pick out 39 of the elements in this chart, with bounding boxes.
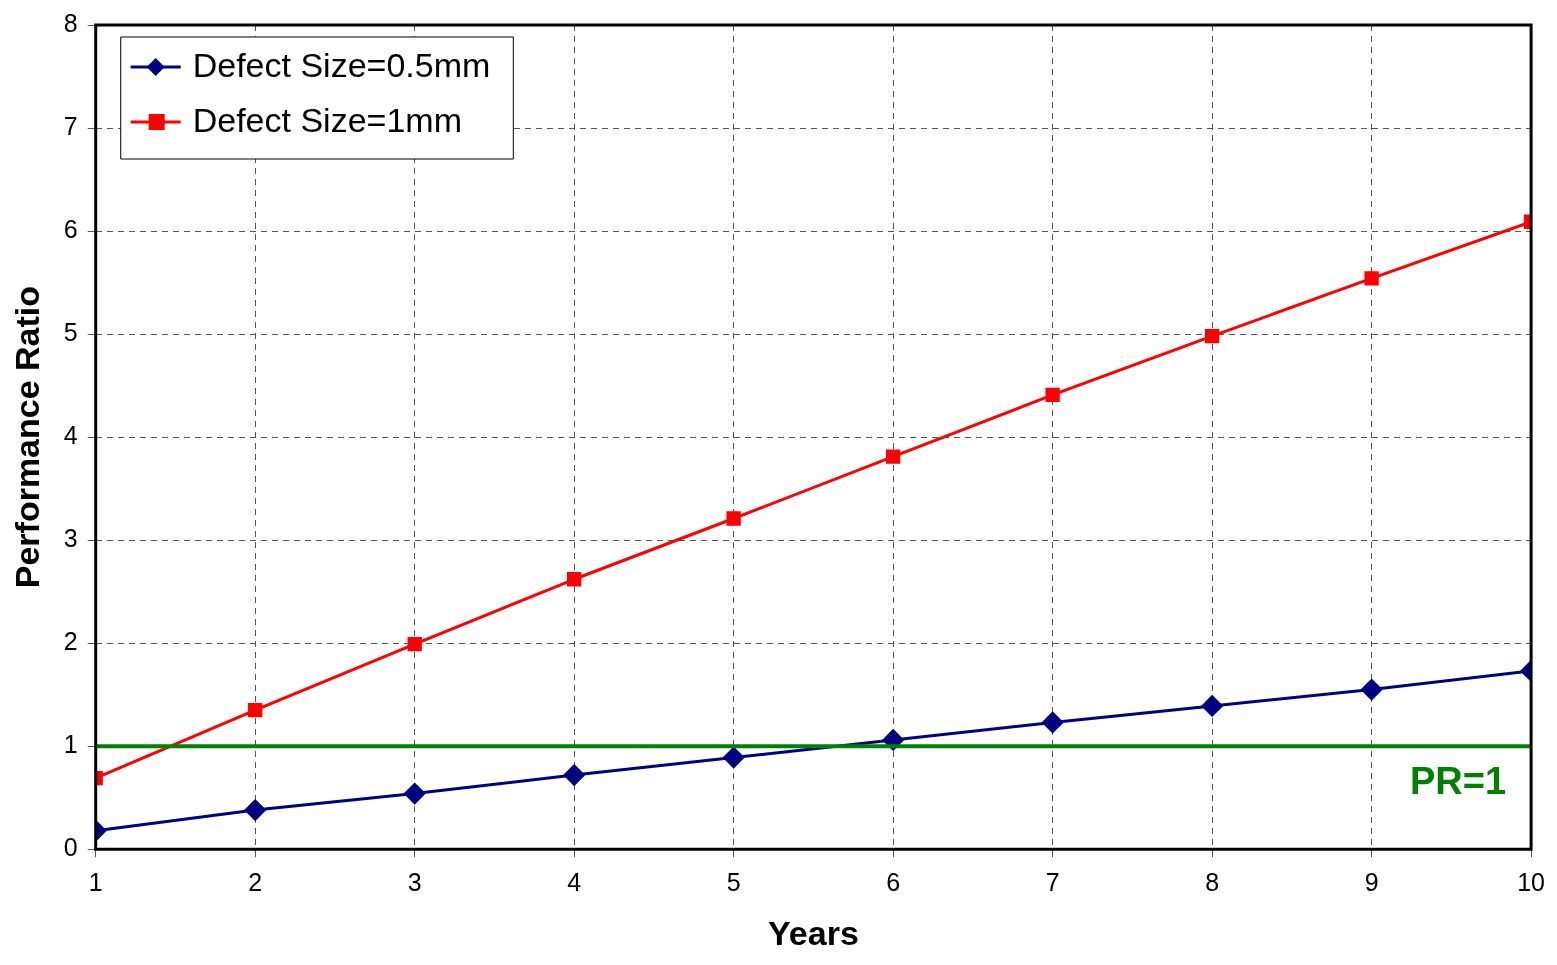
y-tick-label: 1 [63, 730, 78, 759]
legend-label: Defect Size=1mm [192, 101, 462, 140]
point [1364, 271, 1379, 286]
y-tick-label: 8 [63, 8, 78, 37]
point [248, 702, 263, 718]
y-tick-label: 2 [63, 627, 78, 656]
x-tick-label: 9 [1364, 868, 1379, 897]
y-tick-label: 0 [63, 833, 78, 862]
point [244, 799, 266, 821]
y-tick-label: 6 [63, 214, 78, 243]
point [404, 783, 426, 805]
x-tick-label: 3 [407, 868, 422, 897]
legend-label: Defect Size=0.5mm [192, 46, 491, 85]
x-tick-label: 4 [567, 868, 582, 897]
x-tick-label: 6 [886, 868, 901, 897]
point [723, 747, 745, 769]
x-tick-label: 2 [248, 868, 263, 897]
x-axis-title: Years [768, 913, 859, 952]
y-tick-label: 5 [63, 317, 78, 346]
point [1204, 328, 1220, 344]
point [885, 449, 901, 464]
point [567, 572, 582, 587]
point [407, 637, 422, 652]
x-tick-label: 8 [1205, 868, 1220, 897]
x-tick-label: 1 [88, 868, 103, 897]
point [1361, 679, 1383, 701]
point [1201, 695, 1223, 717]
point [726, 511, 741, 526]
point [563, 764, 585, 786]
y-axis-title: Performance Ratio [7, 285, 46, 589]
y-tick-label: 7 [63, 111, 78, 140]
y-tick-label: 3 [63, 524, 78, 553]
x-tick-label: 7 [1045, 868, 1060, 897]
y-tick-label: 4 [63, 420, 78, 449]
point [1042, 711, 1064, 733]
ref-line-label: PR=1 [1409, 759, 1507, 802]
point [1045, 387, 1060, 403]
x-tick-label: 10 [1517, 868, 1545, 897]
x-tick-label: 5 [726, 868, 741, 897]
